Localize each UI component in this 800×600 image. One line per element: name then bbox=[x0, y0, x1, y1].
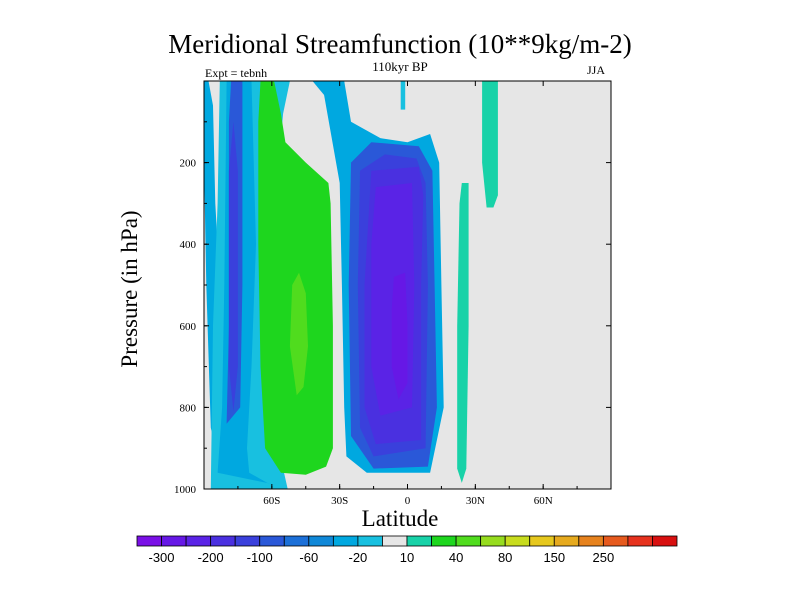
x-tick-label: 60N bbox=[534, 495, 553, 507]
colorbar-swatch bbox=[185, 535, 212, 547]
region-violet-tropical-peak bbox=[391, 272, 408, 400]
colorbar-swatch bbox=[504, 535, 531, 547]
region-deep-blue-southern-core bbox=[228, 121, 238, 412]
season-annotation: JJA bbox=[587, 63, 606, 77]
y-tick-label: 1000 bbox=[174, 484, 197, 496]
colorbar-swatch bbox=[161, 535, 187, 547]
colorbar-swatch bbox=[357, 535, 383, 547]
colorbar-label: -60 bbox=[299, 550, 318, 565]
colorbar-swatch bbox=[210, 535, 236, 547]
y-tick-label: 800 bbox=[180, 402, 197, 414]
colorbar-swatch bbox=[602, 535, 629, 547]
colorbar-swatch bbox=[136, 535, 162, 547]
plot-area bbox=[204, 81, 611, 489]
experiment-annotation: Expt = tebnh bbox=[205, 66, 268, 80]
colorbar-label: -200 bbox=[198, 550, 224, 565]
y-tick-label: 200 bbox=[180, 158, 197, 170]
x-axis-label: Latitude bbox=[361, 506, 439, 531]
chart-title: Meridional Streamfunction (10**9kg/m-2) bbox=[168, 29, 632, 59]
colorbar-swatch bbox=[455, 535, 482, 547]
colorbar-swatch bbox=[283, 535, 310, 547]
colorbar-label: -20 bbox=[349, 550, 368, 565]
colorbar-swatch bbox=[553, 535, 580, 547]
colorbar-label: -300 bbox=[148, 550, 174, 565]
y-tick-label: 600 bbox=[180, 321, 197, 333]
x-tick-label: 60S bbox=[263, 495, 280, 507]
colorbar-swatch bbox=[406, 535, 432, 547]
chart-subtitle: 110kyr BP bbox=[372, 59, 428, 74]
x-tick-label: 0 bbox=[405, 495, 411, 507]
colorbar-swatch bbox=[259, 535, 285, 547]
region-teal-northern-upper bbox=[482, 81, 498, 208]
y-tick-label: 400 bbox=[180, 239, 197, 251]
colorbar-label: 40 bbox=[449, 550, 463, 565]
colorbar-swatch bbox=[382, 535, 408, 547]
colorbar: -300 -200 -100 -60 -20 10 40 80 150 250 bbox=[136, 535, 678, 565]
colorbar-swatch bbox=[529, 535, 555, 547]
region-green-southern-cell bbox=[258, 81, 333, 475]
region-lime-southern-core bbox=[289, 272, 308, 396]
colorbar-swatch bbox=[627, 535, 653, 547]
colorbar-swatch bbox=[578, 535, 604, 547]
colorbar-swatch bbox=[332, 535, 359, 547]
x-tick-label: 30N bbox=[466, 495, 485, 507]
colorbar-swatch bbox=[234, 535, 261, 547]
colorbar-label: 80 bbox=[498, 550, 512, 565]
colorbar-label: -100 bbox=[247, 550, 273, 565]
colorbar-swatch bbox=[652, 535, 678, 547]
x-tick-label: 30S bbox=[331, 495, 348, 507]
region-teal-northern-thin bbox=[457, 183, 469, 483]
colorbar-swatch bbox=[308, 535, 334, 547]
colorbar-label: 10 bbox=[400, 550, 414, 565]
colorbar-swatch bbox=[431, 535, 457, 547]
colorbar-swatch bbox=[480, 535, 506, 547]
region-cyan-equatorial-plume bbox=[400, 81, 406, 110]
axes: 60S 30S 0 30N 60N 200 400 600 800 1000 bbox=[174, 80, 612, 507]
colorbar-label: 250 bbox=[593, 550, 615, 565]
colorbar-label: 150 bbox=[543, 550, 565, 565]
